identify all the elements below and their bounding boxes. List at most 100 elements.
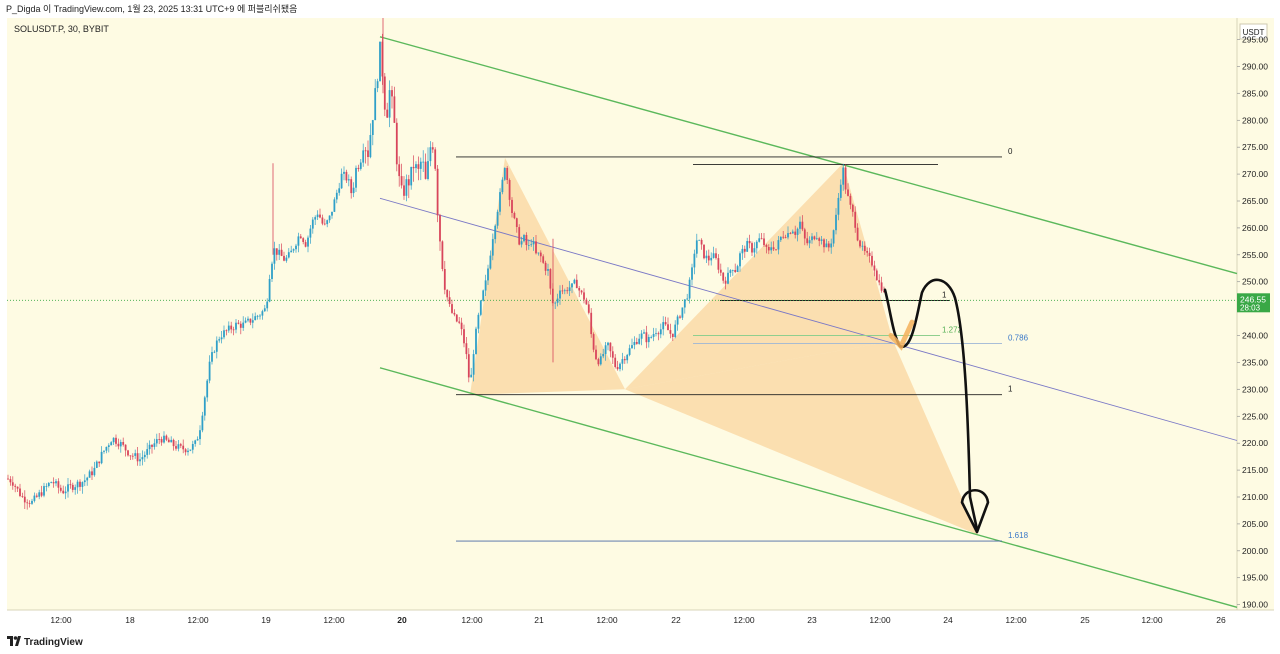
candle-body[interactable]	[652, 334, 655, 337]
candle-body[interactable]	[184, 449, 187, 453]
candle-body[interactable]	[189, 449, 192, 451]
candle-body[interactable]	[446, 289, 449, 298]
candle-body[interactable]	[38, 492, 41, 497]
candle-body[interactable]	[837, 197, 840, 215]
candle-body[interactable]	[544, 262, 547, 271]
candle-body[interactable]	[765, 245, 768, 247]
candle-body[interactable]	[280, 249, 283, 256]
candle-body[interactable]	[383, 76, 386, 110]
candle-body[interactable]	[307, 237, 309, 247]
candle-body[interactable]	[239, 323, 242, 328]
candle-body[interactable]	[655, 333, 657, 334]
candle-body[interactable]	[787, 233, 789, 238]
candle-body[interactable]	[520, 241, 523, 245]
candle-body[interactable]	[362, 150, 365, 163]
candle-body[interactable]	[369, 135, 372, 158]
candle-body[interactable]	[849, 195, 852, 205]
candle-body[interactable]	[47, 483, 50, 486]
candle-body[interactable]	[777, 240, 780, 250]
candle-body[interactable]	[477, 314, 480, 329]
candle-body[interactable]	[314, 217, 317, 220]
candle-body[interactable]	[712, 253, 715, 258]
candle-body[interactable]	[583, 292, 585, 300]
candle-body[interactable]	[417, 164, 420, 169]
candle-body[interactable]	[31, 500, 33, 504]
candle-body[interactable]	[379, 41, 381, 82]
candle-body[interactable]	[182, 445, 185, 450]
candle-body[interactable]	[319, 214, 321, 218]
candle-body[interactable]	[199, 430, 201, 440]
candle-body[interactable]	[537, 252, 540, 254]
candle-body[interactable]	[285, 257, 288, 261]
candle-body[interactable]	[784, 237, 787, 238]
candle-body[interactable]	[391, 90, 393, 97]
candle-body[interactable]	[508, 180, 511, 200]
candle-body[interactable]	[335, 192, 338, 200]
candle-body[interactable]	[835, 214, 837, 231]
candle-body[interactable]	[415, 164, 417, 169]
candle-body[interactable]	[403, 185, 405, 196]
candle-body[interactable]	[674, 324, 677, 337]
candle-body[interactable]	[115, 437, 117, 444]
candle-body[interactable]	[693, 253, 696, 268]
candle-body[interactable]	[419, 161, 422, 169]
candle-body[interactable]	[393, 96, 396, 123]
candle-body[interactable]	[79, 481, 81, 487]
candle-body[interactable]	[623, 359, 626, 361]
candle-body[interactable]	[626, 354, 629, 361]
candle-body[interactable]	[14, 485, 17, 487]
candle-body[interactable]	[669, 330, 672, 334]
candle-body[interactable]	[710, 257, 713, 261]
candle-body[interactable]	[62, 490, 65, 494]
candle-body[interactable]	[667, 324, 669, 331]
candle-body[interactable]	[203, 397, 206, 416]
candle-body[interactable]	[215, 340, 218, 352]
candle-body[interactable]	[746, 241, 749, 252]
candle-body[interactable]	[16, 486, 19, 489]
candle-body[interactable]	[676, 316, 679, 325]
candle-body[interactable]	[249, 318, 252, 323]
candle-body[interactable]	[614, 357, 617, 367]
candle-body[interactable]	[50, 482, 53, 483]
candle-body[interactable]	[271, 263, 273, 279]
drawing-lines[interactable]: 0 1 1 1.272 0.786 1.618	[7, 36, 1238, 608]
candle-body[interactable]	[878, 280, 881, 283]
candle-body[interactable]	[225, 330, 228, 332]
candle-body[interactable]	[755, 241, 758, 249]
candle-body[interactable]	[170, 439, 173, 443]
candle-body[interactable]	[23, 496, 26, 503]
candle-body[interactable]	[172, 439, 175, 447]
candle-body[interactable]	[767, 247, 770, 251]
candle-body[interactable]	[295, 245, 297, 250]
candle-body[interactable]	[143, 454, 146, 458]
candle-body[interactable]	[9, 479, 12, 483]
candle-body[interactable]	[547, 269, 549, 271]
candle-body[interactable]	[187, 450, 189, 453]
candle-body[interactable]	[129, 455, 132, 457]
candle-body[interactable]	[26, 502, 29, 504]
candle-body[interactable]	[345, 171, 348, 181]
candle-body[interactable]	[679, 316, 681, 318]
candle-body[interactable]	[52, 482, 55, 484]
candle-body[interactable]	[808, 240, 811, 244]
price-axis[interactable]	[1237, 18, 1274, 610]
candle-body[interactable]	[575, 279, 578, 289]
candle-body[interactable]	[410, 166, 413, 186]
candle-body[interactable]	[141, 457, 144, 460]
candle-body[interactable]	[599, 356, 602, 365]
candle-body[interactable]	[873, 265, 876, 271]
candle-body[interactable]	[19, 488, 21, 497]
candle-body[interactable]	[650, 337, 653, 338]
candle-body[interactable]	[609, 342, 612, 352]
candle-body[interactable]	[619, 363, 621, 370]
candle-body[interactable]	[76, 481, 79, 488]
candle-body[interactable]	[535, 241, 537, 254]
candle-body[interactable]	[206, 380, 209, 398]
candle-body[interactable]	[681, 307, 684, 318]
candle-body[interactable]	[331, 211, 333, 216]
candle-body[interactable]	[811, 236, 813, 241]
candle-body[interactable]	[496, 211, 499, 226]
candle-body[interactable]	[753, 248, 756, 253]
candle-body[interactable]	[715, 253, 717, 259]
candle-body[interactable]	[309, 228, 312, 238]
